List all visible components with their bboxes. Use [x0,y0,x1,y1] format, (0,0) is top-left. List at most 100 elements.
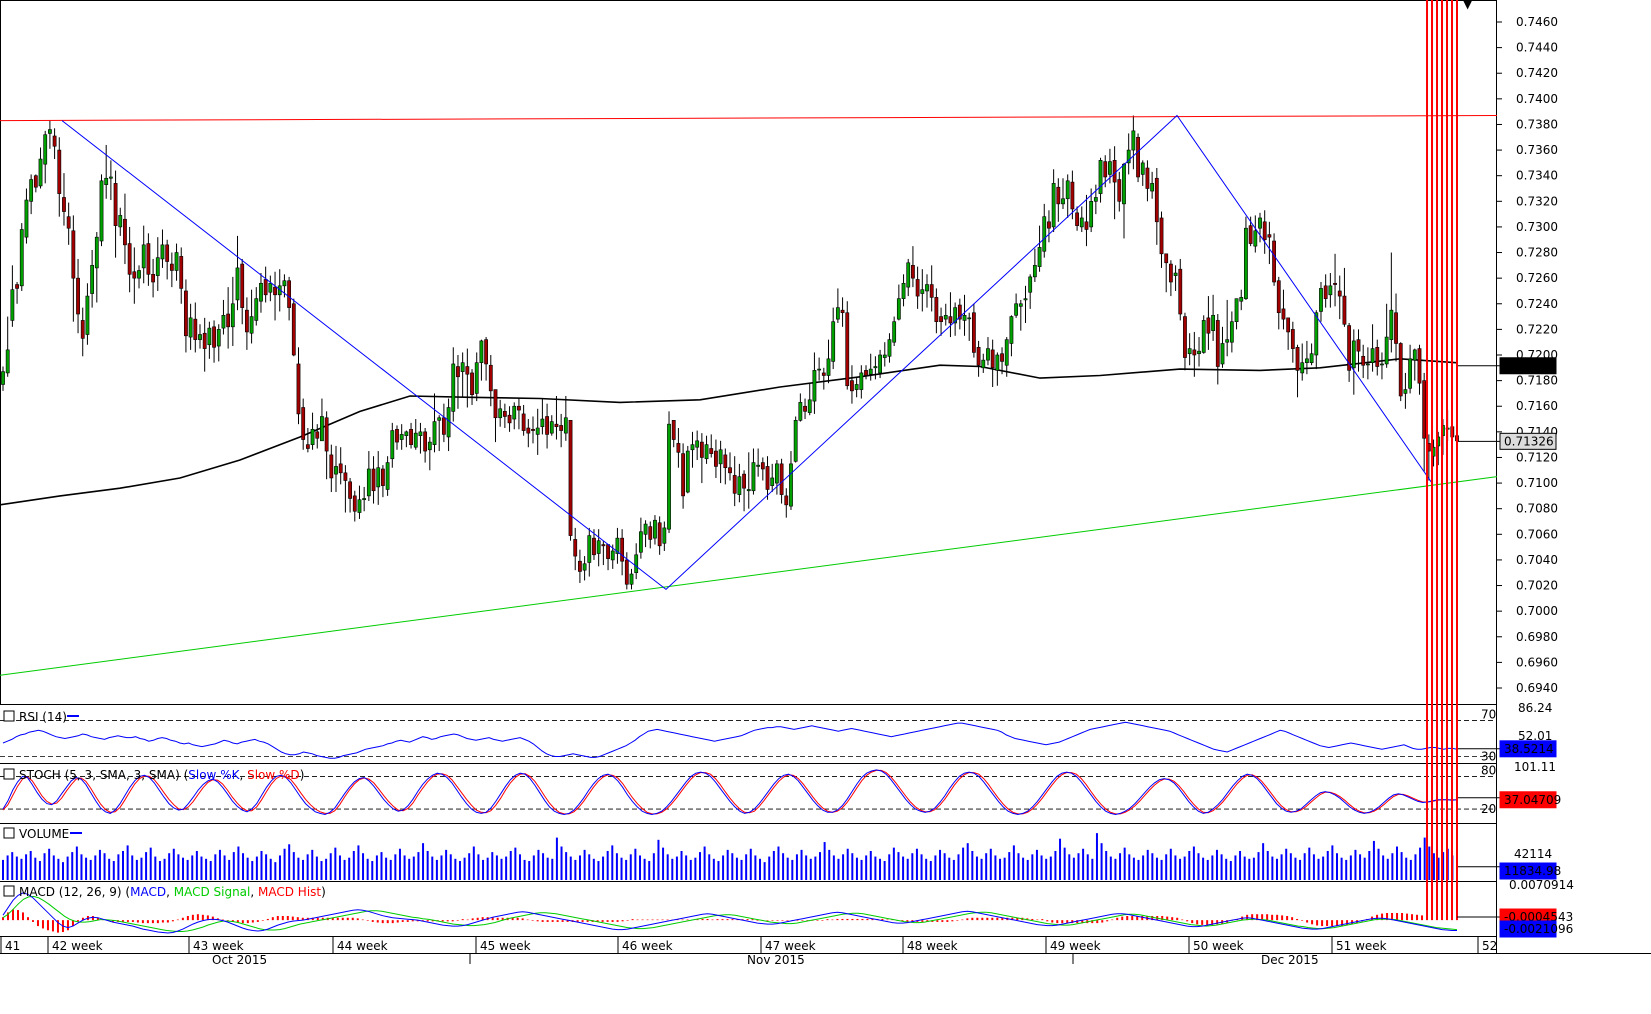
candle-body-up [1065,180,1070,200]
candle [699,433,704,484]
price-tick-label: 0.7240 [1516,297,1558,311]
candle [1009,315,1014,357]
volume-value-tag: 11834.98 [1499,862,1561,880]
stoch-value-tag: 37.04709 [1499,791,1561,809]
last-price-tag: 0.71326 [1499,432,1557,450]
candle-body-up [695,440,700,448]
price-tick-label: 0.7060 [1516,527,1558,541]
candle [587,527,592,577]
candle [835,288,840,323]
price-tick-label: 0.7020 [1516,579,1558,593]
candle-body-down [1103,161,1108,178]
candle-body-down [502,411,507,417]
candle [1220,326,1225,368]
candle [840,297,845,327]
candle-body-up [94,236,99,269]
candle [1014,293,1019,318]
candle [160,229,165,268]
candle-body-up [1380,363,1384,366]
week-label: 41 [5,939,20,953]
volume-label[interactable]: VOLUME [3,827,82,841]
candle-body-down [601,544,606,547]
candle-body-up [216,329,221,347]
candle-body-down [1295,347,1300,371]
rsi-close-box-icon[interactable] [3,710,15,722]
candle [338,447,343,485]
candle-body-up [1253,230,1258,247]
macd-label[interactable]: MACD (12, 26, 9) (MACD, MACD Signal, MAC… [3,885,326,899]
candle [1004,337,1009,377]
price-tick-label: 0.7380 [1516,117,1558,131]
candle-body-up [1220,343,1225,365]
stoch-close-box-icon[interactable] [3,768,15,780]
candle [756,448,761,477]
time-axis: 41 42 week 43 week 44 week 45 week 46 week 47 … [0,937,1497,967]
macd-value-tag: -0.0021096 [1499,920,1573,938]
rsi-level-70-label: 70 [1481,707,1496,721]
candle [742,470,746,512]
week-label: 49 week [1050,939,1101,953]
candle-body-up [967,317,972,320]
candle-body-down [784,495,789,506]
candle [1117,171,1122,212]
volume-label-text: VOLUME [19,827,69,841]
candle-body-down [1075,212,1079,226]
candle-body-down [531,428,535,431]
candle [925,274,929,308]
candle-body-up [737,476,742,495]
price-tick-label: 0.7420 [1516,66,1558,80]
candle-body-down [728,467,732,474]
candle-body-up [474,362,479,394]
candle [137,265,141,289]
moving-average-path [0,357,1457,506]
candle [1178,258,1183,321]
candle [878,349,882,379]
candle-body-up [1403,389,1408,394]
moving-average-tag-text: 0.71916 [1504,359,1554,373]
candle-body-down [263,279,268,296]
candle [690,431,695,468]
candle-body-down [723,454,728,469]
rsi-panel: 86.24 52.01 70 30 38.5214 [0,701,1557,763]
stoch-label[interactable]: STOCH (5, 3, SMA, 3, SMA) (Slow %K, Slow… [3,768,304,782]
candle-body-up [1131,130,1136,151]
candle-body-up [118,215,123,228]
candle-body-up [953,307,958,324]
macd-close-box-icon[interactable] [3,885,15,897]
candle [1276,276,1281,330]
candle [967,312,972,341]
candle [789,451,793,510]
rsi-label[interactable]: RSI (14) [3,710,79,724]
candle [366,451,371,502]
candle-body-up [807,399,812,413]
volume-tick-max: 42114 [1514,847,1552,861]
rsi-value-tag: 38.5214 [1499,740,1557,758]
candle [484,337,489,381]
candle [873,356,878,380]
candle [704,435,709,464]
candle-body-up [437,417,442,421]
candle-body-down [1145,167,1150,189]
candle-body-down [240,263,245,308]
candle [535,408,540,455]
candle-body-up [751,462,756,492]
candle-body-down [1178,268,1183,315]
candle [793,416,798,463]
candle [1300,343,1305,381]
candle-body-down [765,466,770,490]
candle [404,430,409,448]
candle [1286,317,1291,350]
candle [357,485,362,519]
trend-lines [0,114,1498,676]
month-label: Dec 2015 [1261,953,1319,967]
candle [376,451,381,505]
candle [962,294,967,336]
volume-close-box-icon[interactable] [3,827,15,839]
corner-arrow-icon[interactable]: ▼ [1463,0,1473,11]
candle [732,456,737,507]
candle [437,415,442,452]
svg-text:MACD (12, 26, 9) (MACD, MACD S: MACD (12, 26, 9) (MACD, MACD Signal, MAC… [19,885,326,899]
candle-body-down [554,423,559,428]
price-tick-label: 0.7400 [1516,92,1558,106]
candle [1290,321,1295,363]
